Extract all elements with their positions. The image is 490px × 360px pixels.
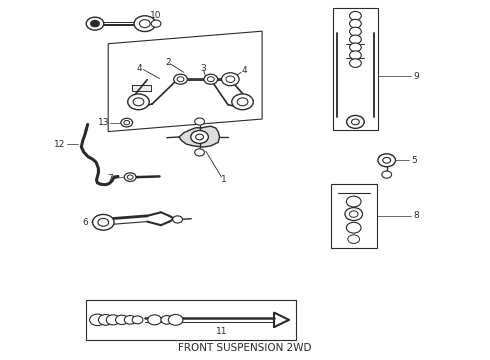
Circle shape: [378, 154, 395, 167]
Text: 1: 1: [220, 175, 226, 184]
Circle shape: [346, 196, 361, 207]
Circle shape: [383, 157, 391, 163]
Circle shape: [195, 149, 204, 156]
Text: 4: 4: [241, 67, 247, 76]
Text: 4: 4: [137, 64, 142, 73]
Bar: [333, 8, 378, 130]
Circle shape: [168, 315, 183, 325]
Text: 11: 11: [216, 327, 227, 336]
Circle shape: [349, 19, 361, 28]
Circle shape: [191, 131, 208, 143]
Circle shape: [173, 74, 187, 84]
Circle shape: [134, 16, 156, 32]
Circle shape: [86, 17, 104, 30]
Circle shape: [172, 216, 182, 223]
Circle shape: [127, 175, 133, 179]
Circle shape: [349, 59, 361, 67]
Circle shape: [124, 316, 136, 324]
Text: 8: 8: [414, 211, 419, 220]
Circle shape: [204, 74, 218, 84]
Circle shape: [106, 315, 120, 325]
Circle shape: [382, 171, 392, 178]
Circle shape: [93, 215, 114, 230]
Circle shape: [232, 94, 253, 110]
Circle shape: [346, 222, 361, 233]
Circle shape: [195, 118, 204, 125]
Text: FRONT SUSPENSION 2WD: FRONT SUSPENSION 2WD: [178, 343, 312, 353]
Circle shape: [177, 77, 184, 82]
Circle shape: [116, 315, 128, 324]
Text: 10: 10: [150, 10, 161, 19]
Circle shape: [140, 20, 150, 28]
Text: 6: 6: [83, 218, 89, 227]
Text: 7: 7: [107, 174, 113, 183]
Circle shape: [196, 134, 203, 140]
Circle shape: [226, 76, 235, 82]
Bar: [132, 85, 151, 91]
Text: 13: 13: [98, 118, 110, 127]
Circle shape: [351, 119, 359, 125]
Circle shape: [349, 51, 361, 59]
Circle shape: [124, 173, 136, 181]
Circle shape: [349, 12, 361, 20]
Circle shape: [91, 21, 99, 27]
Text: 3: 3: [200, 64, 206, 73]
Circle shape: [124, 121, 130, 125]
Circle shape: [128, 94, 149, 110]
Bar: [331, 184, 377, 248]
Circle shape: [98, 219, 109, 226]
Circle shape: [221, 73, 239, 86]
Circle shape: [133, 98, 144, 106]
Circle shape: [90, 314, 105, 325]
Circle shape: [345, 208, 363, 221]
Circle shape: [121, 118, 133, 127]
Circle shape: [161, 316, 172, 324]
Circle shape: [348, 235, 360, 243]
Circle shape: [346, 116, 364, 129]
Circle shape: [207, 77, 214, 82]
Circle shape: [349, 35, 361, 44]
Circle shape: [349, 27, 361, 36]
Text: 12: 12: [53, 140, 65, 149]
Bar: [86, 300, 296, 339]
Text: 9: 9: [414, 72, 419, 81]
Circle shape: [98, 315, 113, 325]
Polygon shape: [179, 126, 220, 147]
Circle shape: [148, 315, 161, 325]
Circle shape: [349, 43, 361, 51]
Circle shape: [132, 316, 143, 324]
Text: 2: 2: [166, 58, 171, 67]
Circle shape: [237, 98, 248, 106]
Circle shape: [349, 211, 358, 217]
Text: 5: 5: [411, 156, 417, 165]
Circle shape: [151, 20, 161, 27]
